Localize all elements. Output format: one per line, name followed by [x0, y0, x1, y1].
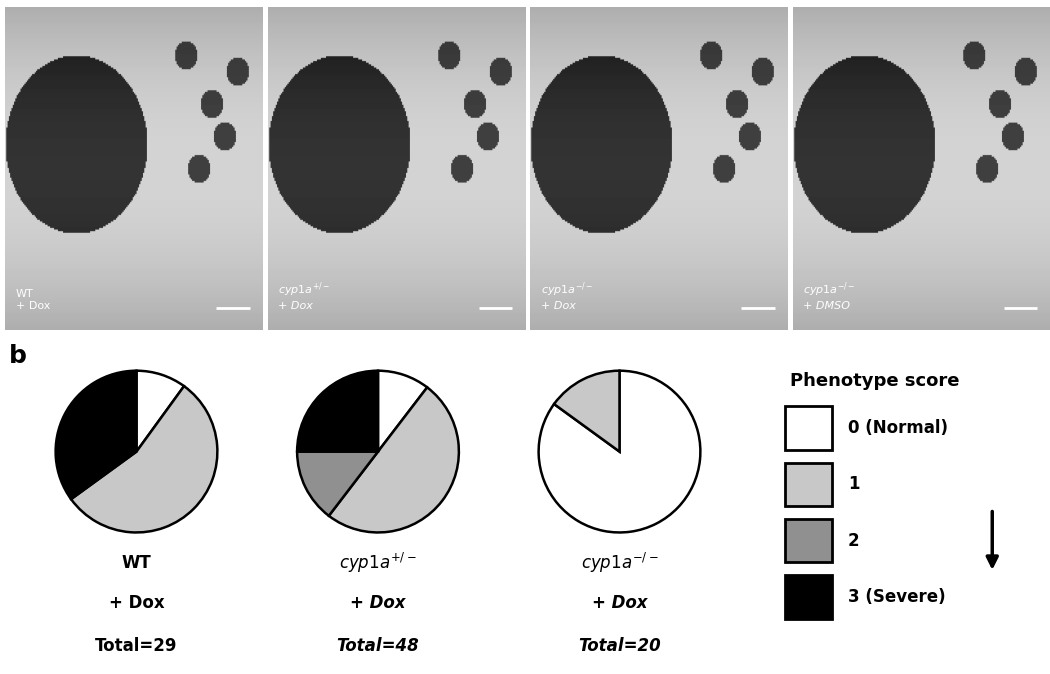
- Text: 0 (Normal): 0 (Normal): [848, 419, 948, 437]
- Text: Total=48: Total=48: [337, 637, 419, 654]
- Text: $cyp1a^{-/-}$
+ Dox: $cyp1a^{-/-}$ + Dox: [541, 280, 593, 311]
- FancyBboxPatch shape: [785, 519, 832, 562]
- Text: + Dox: + Dox: [592, 594, 647, 612]
- Wedge shape: [297, 371, 378, 452]
- FancyBboxPatch shape: [785, 576, 832, 619]
- Wedge shape: [136, 371, 184, 452]
- Wedge shape: [71, 386, 217, 532]
- Text: WT
+ Dox: WT + Dox: [16, 289, 50, 311]
- Text: 1: 1: [848, 475, 859, 493]
- Text: a: a: [8, 8, 25, 32]
- Text: $cyp1a^{-/-}$
+ DMSO: $cyp1a^{-/-}$ + DMSO: [803, 280, 856, 311]
- FancyBboxPatch shape: [785, 462, 832, 506]
- Text: WT: WT: [122, 554, 151, 572]
- Wedge shape: [297, 452, 378, 516]
- Wedge shape: [378, 371, 427, 452]
- Wedge shape: [329, 388, 459, 532]
- Text: $cyp1a^{-/-}$: $cyp1a^{-/-}$: [581, 551, 658, 575]
- Wedge shape: [56, 371, 136, 499]
- Text: + Dox: + Dox: [109, 594, 164, 612]
- Text: $cyp1a^{+/-}$
+ Dox: $cyp1a^{+/-}$ + Dox: [278, 280, 331, 311]
- Text: Total=20: Total=20: [579, 637, 660, 654]
- FancyBboxPatch shape: [785, 406, 832, 450]
- Wedge shape: [554, 371, 619, 452]
- Text: 2: 2: [848, 532, 860, 550]
- Text: b: b: [8, 344, 26, 368]
- Text: Total=29: Total=29: [96, 637, 177, 654]
- Text: 3 (Severe): 3 (Severe): [848, 588, 945, 606]
- Text: $cyp1a^{+/-}$: $cyp1a^{+/-}$: [339, 551, 417, 575]
- Text: + Dox: + Dox: [351, 594, 405, 612]
- Text: Phenotype score: Phenotype score: [790, 371, 960, 390]
- Wedge shape: [539, 371, 700, 532]
